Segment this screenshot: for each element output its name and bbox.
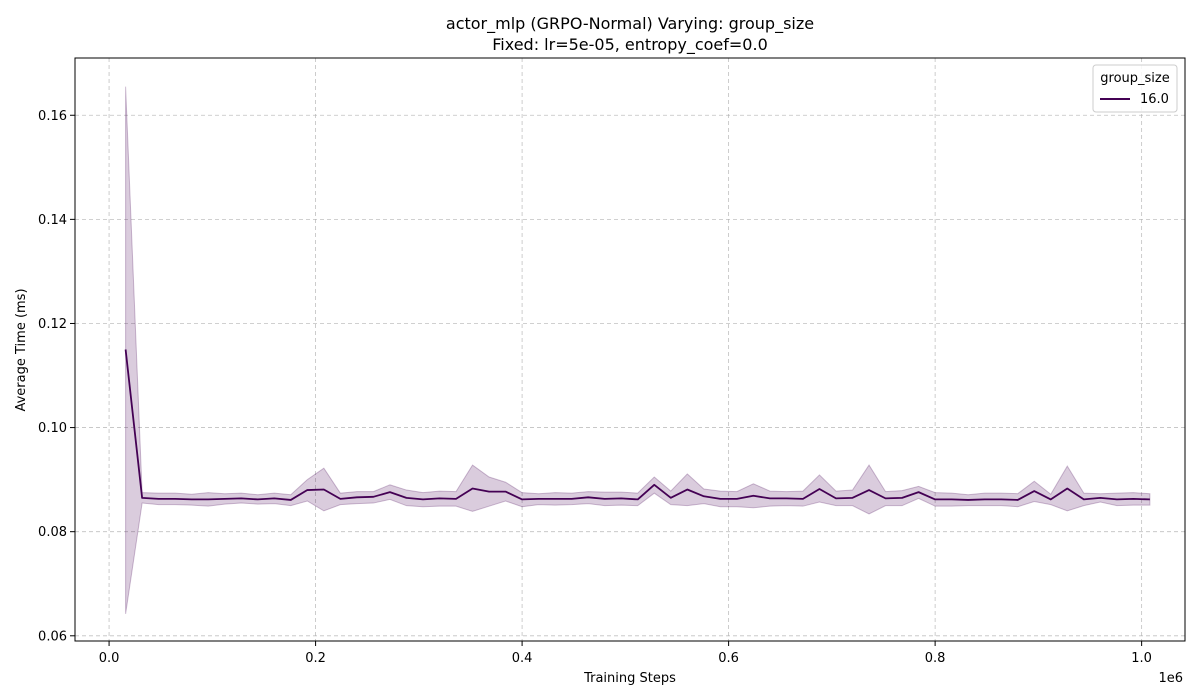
- y-axis-ticks: 0.06 0.08 0.10 0.12 0.14 0.16: [38, 109, 75, 644]
- x-axis-label: Training Steps: [583, 671, 676, 686]
- chart-title: actor_mlp (GRPO-Normal) Varying: group_s…: [446, 14, 814, 34]
- legend: group_size 16.0: [1092, 64, 1178, 113]
- y-tick-label: 0.12: [38, 317, 67, 332]
- plot-area-frame: [74, 57, 1186, 642]
- x-tick-label: 1.0: [1131, 651, 1152, 666]
- series-lines: [124, 349, 1150, 501]
- y-tick-label: 0.10: [38, 421, 67, 436]
- y-tick-label: 0.08: [38, 525, 67, 540]
- band-16.0: [125, 86, 1151, 615]
- legend-label-16: 16.0: [1140, 92, 1169, 107]
- series-line-16.0: [124, 349, 1150, 501]
- x-tick-label: 0.0: [99, 651, 120, 666]
- y-tick-label: 0.06: [38, 629, 67, 644]
- x-tick-label: 0.8: [925, 651, 946, 666]
- y-axis-label: Average Time (ms): [14, 288, 29, 411]
- x-axis-offset-label: 1e6: [1158, 671, 1183, 686]
- confidence-band: [125, 86, 1151, 615]
- x-tick-label: 0.6: [718, 651, 739, 666]
- x-tick-label: 0.4: [512, 651, 533, 666]
- x-tick-label: 0.2: [305, 651, 326, 666]
- y-tick-label: 0.14: [38, 213, 67, 228]
- chart-subtitle: Fixed: lr=5e-05, entropy_coef=0.0: [492, 35, 768, 55]
- grid: [75, 58, 1185, 641]
- legend-title: group_size: [1100, 71, 1169, 86]
- y-tick-label: 0.16: [38, 109, 67, 124]
- x-axis-ticks: 0.0 0.2 0.4 0.6 0.8 1.0: [99, 641, 1152, 666]
- legend-box: [1092, 64, 1178, 113]
